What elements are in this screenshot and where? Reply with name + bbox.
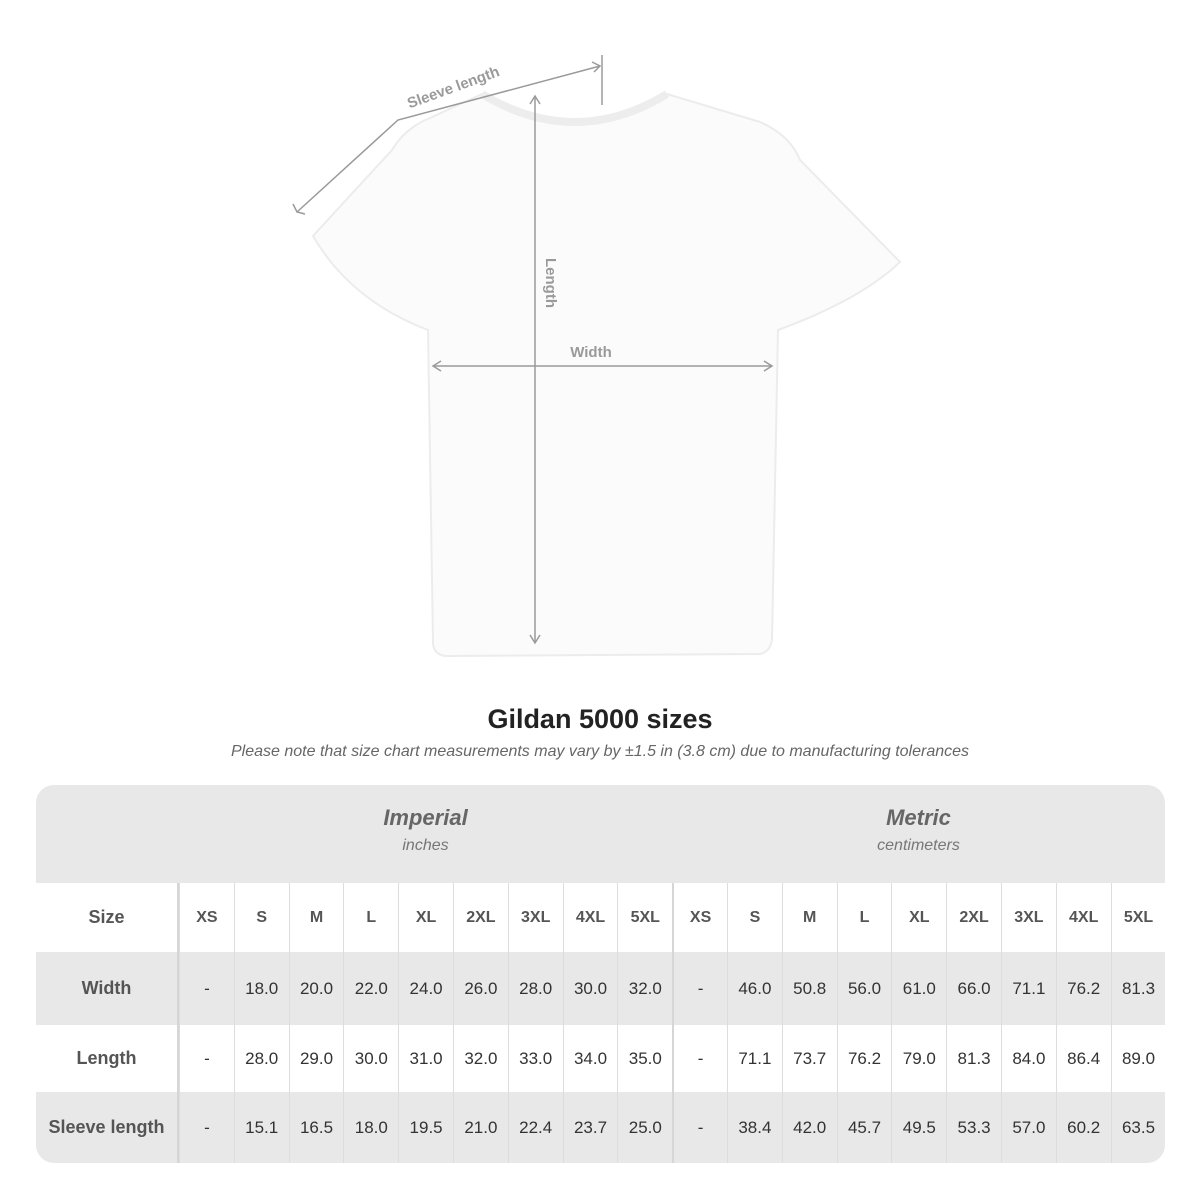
metric-value-cell: 60.2 <box>1055 1092 1111 1163</box>
metric-value-cell: - <box>672 1092 727 1163</box>
size-header-cell: XL <box>891 883 946 952</box>
metric-value-cell: 73.7 <box>781 1025 837 1092</box>
size-header-cell: M <box>288 883 344 952</box>
imperial-value-cell: 34.0 <box>562 1025 618 1092</box>
metric-value-cell: 79.0 <box>891 1025 946 1092</box>
size-header-cell: XS <box>179 883 234 952</box>
imperial-value-cell: 18.0 <box>343 1092 398 1163</box>
metric-value-cell: 76.2 <box>1055 952 1111 1025</box>
imperial-label: Imperial <box>383 805 468 830</box>
imperial-value-cell: 24.0 <box>398 952 453 1025</box>
size-header-cell: XL <box>398 883 453 952</box>
length-label: Length <box>542 258 559 308</box>
imperial-value-cell: 19.5 <box>398 1092 453 1163</box>
metric-value-cell: 53.3 <box>946 1092 1001 1163</box>
imperial-value-cell: 33.0 <box>507 1025 563 1092</box>
imperial-value-cell: 20.0 <box>288 952 344 1025</box>
imperial-value-cell: 23.7 <box>562 1092 618 1163</box>
imperial-value-cell: 25.0 <box>617 1092 672 1163</box>
imperial-value-cell: 18.0 <box>233 952 289 1025</box>
row-label: Size <box>36 883 179 952</box>
row-label: Width <box>36 952 179 1025</box>
size-header-row: Size XS S M L XL 2XL 3XL 4XL 5XL XS S M L XL 2XL 3XL 4XL 5… <box>36 883 1165 952</box>
imperial-unit: inches <box>402 837 449 854</box>
tshirt-diagram: Sleeve length Length Width <box>292 55 902 658</box>
metric-value-cell: 38.4 <box>727 1092 782 1163</box>
size-header-cell: 3XL <box>1001 883 1056 952</box>
metric-value-cell: 81.3 <box>1110 952 1165 1025</box>
size-header-cell: 2XL <box>946 883 1001 952</box>
imperial-header: Imperial inches <box>179 785 672 883</box>
size-header-cell: S <box>233 883 289 952</box>
size-header-cell: L <box>343 883 398 952</box>
metric-value-cell: 84.0 <box>1001 1025 1056 1092</box>
tolerance-note: Please note that size chart measurements… <box>230 743 970 760</box>
metric-value-cell: - <box>672 1025 727 1092</box>
metric-value-cell: 63.5 <box>1110 1092 1165 1163</box>
chart-title: Gildan 5000 sizes <box>487 704 713 734</box>
imperial-value-cell: - <box>179 1092 234 1163</box>
imperial-value-cell: 22.4 <box>507 1092 563 1163</box>
imperial-value-cell: 21.0 <box>453 1092 508 1163</box>
imperial-value-cell: 32.0 <box>453 1025 508 1092</box>
table-row: Width -18.0 20.0 22.0 24.0 26.0 28.0 30.0 32.0-4… <box>36 952 1165 1025</box>
metric-value-cell: 71.1 <box>727 1025 782 1092</box>
row-label: Length <box>36 1025 179 1092</box>
metric-unit: centimeters <box>877 837 960 854</box>
size-header-cell: 5XL <box>1110 883 1165 952</box>
metric-value-cell: 57.0 <box>1001 1092 1056 1163</box>
metric-value-cell: 89.0 <box>1110 1025 1165 1092</box>
metric-value-cell: 42.0 <box>781 1092 837 1163</box>
imperial-value-cell: 29.0 <box>288 1025 344 1092</box>
metric-value-cell: 66.0 <box>946 952 1001 1025</box>
metric-value-cell: - <box>672 952 727 1025</box>
metric-value-cell: 71.1 <box>1001 952 1056 1025</box>
table-row: Length -28.0 29.0 30.0 31.0 32.0 33.0 34.0 35.0-… <box>36 1025 1165 1092</box>
size-header-cell: L <box>836 883 892 952</box>
imperial-value-cell: 35.0 <box>617 1025 672 1092</box>
imperial-value-cell: 28.0 <box>233 1025 289 1092</box>
imperial-value-cell: 26.0 <box>453 952 508 1025</box>
imperial-value-cell: 16.5 <box>288 1092 344 1163</box>
size-table: Imperial inches Metric centimeters Size X… <box>36 785 1165 1163</box>
size-header-cell: 4XL <box>1055 883 1111 952</box>
tshirt-shape <box>311 92 902 658</box>
metric-value-cell: 56.0 <box>836 952 892 1025</box>
imperial-value-cell: - <box>179 1025 234 1092</box>
imperial-value-cell: 15.1 <box>233 1092 289 1163</box>
imperial-value-cell: 31.0 <box>398 1025 453 1092</box>
metric-value-cell: 50.8 <box>781 952 837 1025</box>
imperial-value-cell: 28.0 <box>507 952 563 1025</box>
metric-value-cell: 76.2 <box>836 1025 892 1092</box>
imperial-value-cell: 30.0 <box>562 952 618 1025</box>
size-header-cell: 4XL <box>562 883 618 952</box>
metric-value-cell: 49.5 <box>891 1092 946 1163</box>
metric-label: Metric <box>886 805 951 830</box>
row-label: Sleeve length <box>36 1092 179 1163</box>
size-header-cell: XS <box>672 883 727 952</box>
imperial-value-cell: - <box>179 952 234 1025</box>
width-label: Width <box>570 344 612 361</box>
metric-value-cell: 81.3 <box>946 1025 1001 1092</box>
size-header-cell: M <box>781 883 837 952</box>
imperial-value-cell: 22.0 <box>343 952 398 1025</box>
sleeve-measure-line <box>296 65 601 213</box>
metric-header: Metric centimeters <box>672 785 1165 883</box>
metric-value-cell: 61.0 <box>891 952 946 1025</box>
metric-value-cell: 45.7 <box>836 1092 892 1163</box>
metric-value-cell: 86.4 <box>1055 1025 1111 1092</box>
size-header-cell: S <box>727 883 782 952</box>
size-header-cell: 3XL <box>507 883 563 952</box>
size-header-cell: 2XL <box>453 883 508 952</box>
table-row: Sleeve length -15.1 16.5 18.0 19.5 21.0 22.4 23… <box>36 1092 1165 1163</box>
size-header-cell: 5XL <box>617 883 672 952</box>
imperial-value-cell: 30.0 <box>343 1025 398 1092</box>
metric-value-cell: 46.0 <box>727 952 782 1025</box>
imperial-value-cell: 32.0 <box>617 952 672 1025</box>
